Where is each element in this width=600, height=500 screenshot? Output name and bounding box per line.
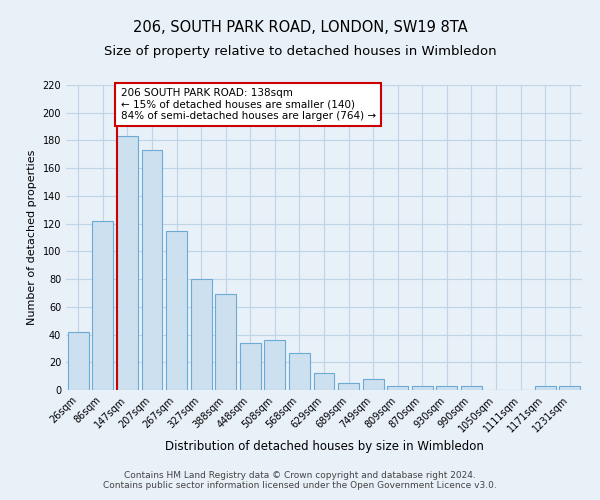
Text: 206 SOUTH PARK ROAD: 138sqm
← 15% of detached houses are smaller (140)
84% of se: 206 SOUTH PARK ROAD: 138sqm ← 15% of det… [121, 88, 376, 121]
Bar [461, 386, 482, 390]
Bar [412, 386, 433, 390]
Bar [559, 386, 580, 390]
Bar [314, 374, 334, 390]
Bar [166, 230, 187, 390]
Y-axis label: Number of detached properties: Number of detached properties [27, 150, 37, 325]
Bar [142, 150, 163, 390]
Text: Contains HM Land Registry data © Crown copyright and database right 2024.
Contai: Contains HM Land Registry data © Crown c… [103, 470, 497, 490]
Text: 206, SOUTH PARK ROAD, LONDON, SW19 8TA: 206, SOUTH PARK ROAD, LONDON, SW19 8TA [133, 20, 467, 35]
Bar [362, 379, 383, 390]
Text: Size of property relative to detached houses in Wimbledon: Size of property relative to detached ho… [104, 45, 496, 58]
Bar [68, 332, 89, 390]
X-axis label: Distribution of detached houses by size in Wimbledon: Distribution of detached houses by size … [164, 440, 484, 452]
Bar [265, 340, 286, 390]
Bar [191, 279, 212, 390]
Bar [338, 383, 359, 390]
Bar [240, 343, 261, 390]
Bar [215, 294, 236, 390]
Bar [92, 221, 113, 390]
Bar [387, 386, 408, 390]
Bar [289, 352, 310, 390]
Bar [117, 136, 138, 390]
Bar [436, 386, 457, 390]
Bar [535, 386, 556, 390]
